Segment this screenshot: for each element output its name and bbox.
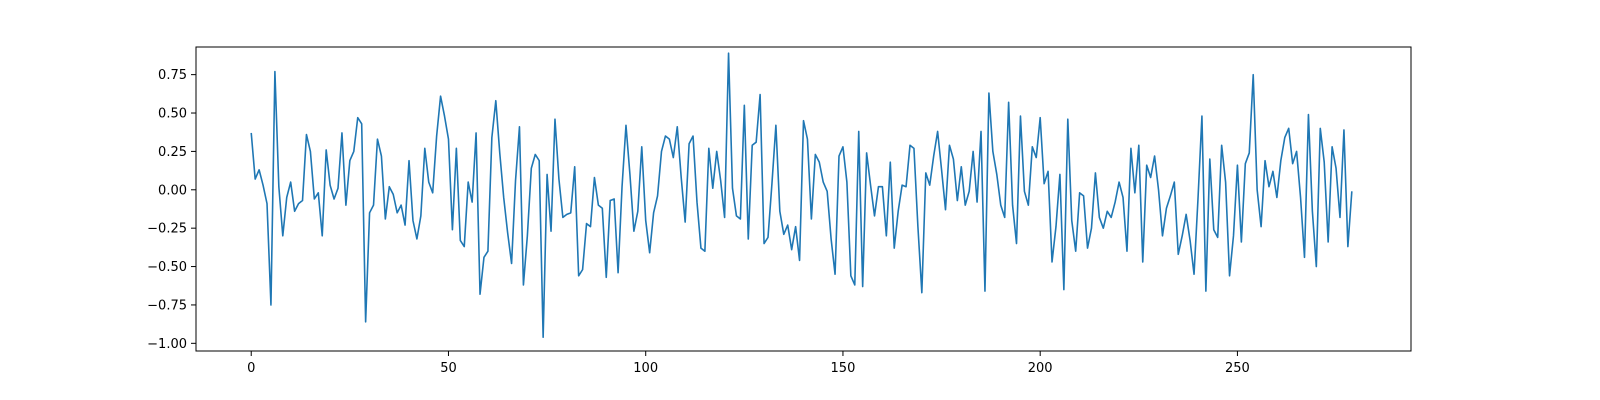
y-tick-label: −0.75 xyxy=(147,298,187,313)
series-line-0 xyxy=(250,52,1353,338)
x-tick-label: 100 xyxy=(633,361,658,376)
y-tick-label: 0.50 xyxy=(158,107,187,122)
plot-area-frame xyxy=(195,46,1412,352)
y-tick-label: 0.25 xyxy=(158,145,187,160)
x-tick-label: 50 xyxy=(440,361,457,376)
y-tick-label: −0.50 xyxy=(147,260,187,275)
series-layer xyxy=(250,52,1353,338)
x-axis: 0 50 100 150 200 250 xyxy=(247,351,1250,376)
x-tick-label: 150 xyxy=(831,361,856,376)
y-tick-label: −0.25 xyxy=(147,222,187,237)
y-tick-label: −1.00 xyxy=(147,337,187,352)
x-tick-label: 250 xyxy=(1225,361,1250,376)
x-tick-label: 0 xyxy=(247,361,255,376)
y-axis: −1.00 −0.75 −0.50 −0.25 0.00 0.25 0.50 0.75 xyxy=(147,68,196,352)
x-tick-label: 200 xyxy=(1028,361,1053,376)
y-tick-label: 0.00 xyxy=(158,183,187,198)
y-tick-label: 0.75 xyxy=(158,68,187,83)
